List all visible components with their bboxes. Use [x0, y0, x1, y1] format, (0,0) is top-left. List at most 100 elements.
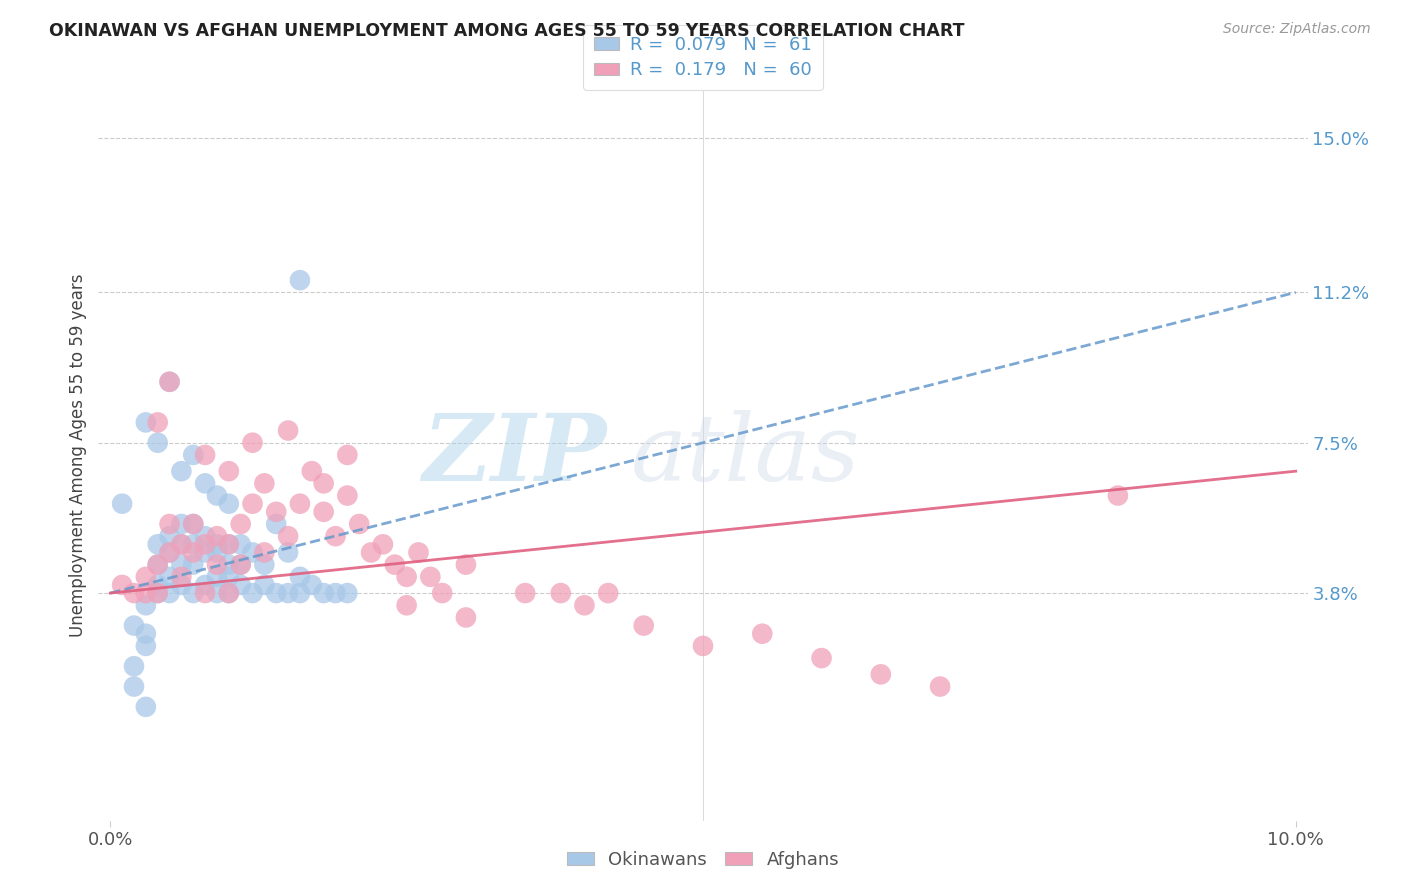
Point: [336, 489, 359, 503]
Point: [218, 586, 240, 600]
Point: [454, 610, 477, 624]
Point: [159, 375, 181, 389]
Point: [288, 586, 311, 600]
Point: [135, 586, 157, 600]
Point: [550, 586, 572, 600]
Point: [194, 448, 217, 462]
Point: [194, 537, 217, 551]
Point: [277, 529, 299, 543]
Point: [312, 505, 335, 519]
Point: [432, 586, 454, 600]
Y-axis label: Unemployment Among Ages 55 to 59 years: Unemployment Among Ages 55 to 59 years: [69, 273, 87, 637]
Point: [229, 516, 252, 531]
Point: [181, 448, 204, 462]
Point: [194, 545, 217, 559]
Point: [122, 586, 145, 600]
Point: [170, 464, 193, 478]
Point: [419, 570, 441, 584]
Point: [242, 545, 264, 559]
Point: [159, 516, 181, 531]
Point: [170, 570, 193, 584]
Point: [633, 618, 655, 632]
Text: Source: ZipAtlas.com: Source: ZipAtlas.com: [1223, 22, 1371, 37]
Point: [170, 537, 193, 551]
Text: atlas: atlas: [630, 410, 860, 500]
Point: [253, 545, 276, 559]
Point: [288, 570, 311, 584]
Point: [159, 570, 181, 584]
Point: [395, 599, 418, 613]
Point: [264, 505, 287, 519]
Point: [194, 578, 217, 592]
Point: [929, 680, 952, 694]
Point: [146, 416, 169, 430]
Point: [253, 476, 276, 491]
Point: [194, 529, 217, 543]
Point: [205, 529, 228, 543]
Point: [371, 537, 394, 551]
Point: [264, 586, 287, 600]
Point: [181, 537, 204, 551]
Point: [205, 537, 228, 551]
Point: [218, 537, 240, 551]
Point: [598, 586, 620, 600]
Point: [384, 558, 406, 572]
Point: [135, 699, 157, 714]
Point: [454, 558, 477, 572]
Point: [395, 570, 418, 584]
Point: [146, 558, 169, 572]
Point: [312, 476, 335, 491]
Point: [205, 558, 228, 572]
Point: [301, 578, 323, 592]
Point: [347, 516, 370, 531]
Point: [181, 516, 204, 531]
Point: [135, 416, 157, 430]
Point: [288, 273, 311, 287]
Point: [159, 529, 181, 543]
Point: [135, 599, 157, 613]
Point: [122, 680, 145, 694]
Point: [692, 639, 714, 653]
Point: [194, 476, 217, 491]
Point: [751, 626, 773, 640]
Point: [325, 529, 347, 543]
Point: [242, 586, 264, 600]
Point: [205, 586, 228, 600]
Point: [229, 578, 252, 592]
Point: [301, 464, 323, 478]
Point: [135, 639, 157, 653]
Point: [135, 626, 157, 640]
Point: [336, 448, 359, 462]
Point: [218, 558, 240, 572]
Point: [146, 578, 169, 592]
Point: [277, 586, 299, 600]
Point: [181, 545, 204, 559]
Point: [170, 537, 193, 551]
Point: [146, 586, 169, 600]
Point: [122, 659, 145, 673]
Point: [218, 537, 240, 551]
Point: [205, 545, 228, 559]
Point: [312, 586, 335, 600]
Point: [218, 570, 240, 584]
Point: [159, 586, 181, 600]
Point: [277, 545, 299, 559]
Point: [229, 558, 252, 572]
Point: [242, 497, 264, 511]
Point: [253, 578, 276, 592]
Point: [229, 558, 252, 572]
Point: [170, 516, 193, 531]
Point: [325, 586, 347, 600]
Legend: R =  0.079   N =  61, R =  0.179   N =  60: R = 0.079 N = 61, R = 0.179 N = 60: [583, 25, 823, 90]
Point: [408, 545, 430, 559]
Point: [181, 586, 204, 600]
Point: [146, 558, 169, 572]
Point: [159, 545, 181, 559]
Point: [159, 545, 181, 559]
Point: [205, 489, 228, 503]
Point: [288, 497, 311, 511]
Point: [253, 558, 276, 572]
Point: [242, 435, 264, 450]
Point: [810, 651, 832, 665]
Point: [515, 586, 537, 600]
